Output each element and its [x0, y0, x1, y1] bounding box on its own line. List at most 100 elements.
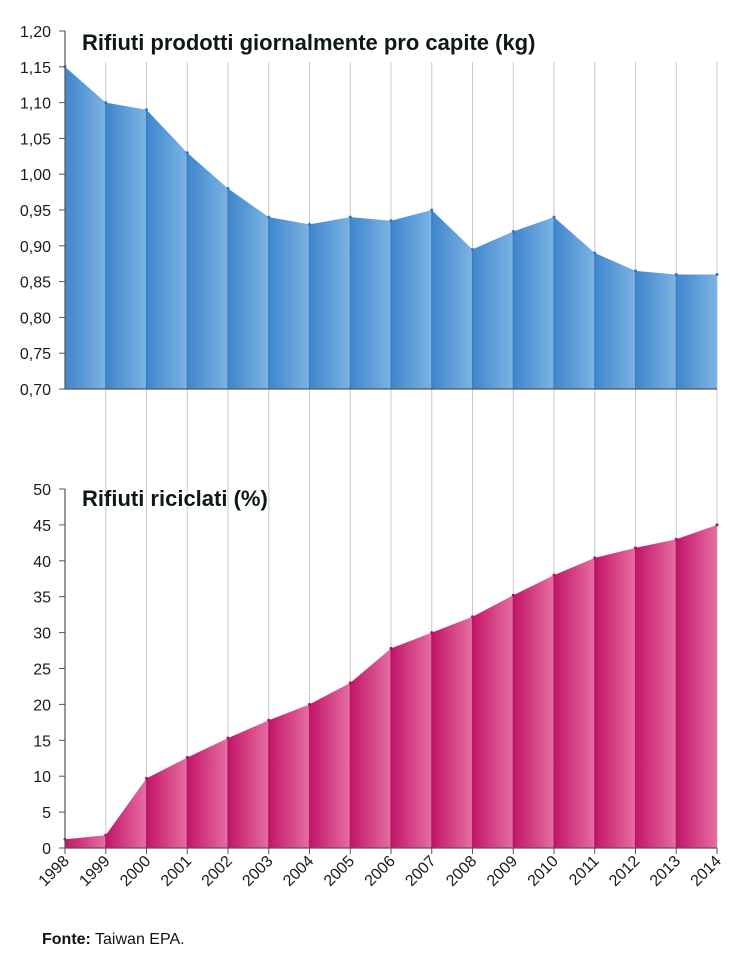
chart2-y-tick-label: 5: [42, 805, 51, 822]
x-tick-label-2002: 2002: [199, 853, 236, 890]
chart2-point-2010: [552, 573, 556, 577]
chart2-point-2006: [389, 646, 393, 650]
chart1-y-tick-label: 0,70: [20, 382, 51, 399]
chart1-area-segment-2013: [676, 274, 717, 389]
x-tick-label-2013: 2013: [647, 853, 684, 890]
chart1-point-2002: [226, 187, 230, 191]
chart1-point-1999: [104, 101, 108, 105]
chart1-area-segment-2003: [268, 217, 310, 389]
chart1-point-2014: [715, 272, 719, 276]
chart1-area-segment-2012: [635, 270, 677, 389]
chart2-point-2014: [715, 523, 719, 527]
chart2-y-tick-label: 35: [33, 590, 51, 607]
chart2-point-2005: [348, 681, 352, 685]
chart1-point-2006: [389, 219, 393, 223]
x-tick-label-2004: 2004: [280, 853, 317, 890]
chart1-point-2009: [511, 229, 515, 233]
chart2-area-segment-2009: [513, 575, 554, 848]
chart2-area-segment-2011: [594, 547, 636, 848]
chart2-y-tick-label: 10: [33, 769, 51, 786]
chart1-point-2004: [308, 222, 311, 226]
x-tick-label-2009: 2009: [484, 853, 521, 890]
chart2-point-2011: [593, 556, 597, 560]
x-tick-label-2007: 2007: [402, 853, 439, 890]
x-tick-label-2001: 2001: [158, 853, 195, 890]
chart1-y-tick-label: 1,20: [20, 24, 51, 41]
x-tick-label-2008: 2008: [443, 853, 480, 890]
chart1-area-segment-1999: [105, 102, 147, 389]
chart1-point-2005: [348, 215, 352, 219]
chart2-area-segment-1998: [65, 835, 106, 848]
chart1-area-segment-2007: [431, 210, 473, 389]
chart2-area-segment-1999: [105, 778, 147, 848]
chart2-area-segment-2006: [391, 632, 432, 848]
chart1-area-segment-1998: [65, 66, 106, 390]
chart1-y-tick-label: 1,05: [20, 131, 51, 148]
chart1-y-tick-label: 1,00: [20, 167, 51, 184]
chart2-y-tick-label: 30: [33, 626, 51, 643]
chart2-area-segment-2010: [554, 557, 595, 848]
chart1-area-segment-2005: [350, 217, 391, 389]
chart1-area-segment-2009: [513, 217, 554, 389]
chart2-y-tick-label: 15: [33, 733, 51, 750]
x-tick-label-2012: 2012: [606, 853, 643, 890]
x-tick-label-2014: 2014: [688, 853, 725, 890]
chart2-y-tick-label: 50: [33, 482, 51, 499]
chart2-area-segment-2000: [146, 757, 188, 848]
chart1-point-2011: [593, 251, 597, 255]
chart2-point-2008: [471, 615, 474, 619]
chart2-y-tick-label: 25: [33, 662, 51, 679]
chart1-y-tick-label: 0,75: [20, 346, 51, 363]
chart2-y-tick-label: 20: [33, 697, 51, 714]
chart1-area-segment-2011: [594, 252, 636, 389]
chart-waste-per-capita: 0,70 0,75 0,80 0,85 0,90 0,95 1,00 1,05 1,10 1,15…: [20, 24, 719, 399]
x-tick-label-1998: 1998: [36, 853, 73, 890]
chart2-point-2001: [185, 756, 189, 760]
chart2-area-segment-2008: [472, 595, 514, 848]
chart1-title: Rifiuti prodotti giornalmente pro capite…: [82, 30, 535, 55]
source-label: Fonte:: [42, 931, 91, 948]
chart2-point-2000: [145, 776, 148, 780]
chart1-point-2013: [674, 272, 678, 276]
chart1-area-segment-2004: [309, 217, 351, 389]
chart2-y-tick-label: 45: [33, 518, 51, 535]
chart2-area-segment-2013: [676, 524, 717, 848]
chart2-y-tick-label: 40: [33, 554, 51, 571]
chart2-point-2009: [511, 593, 515, 597]
chart1-point-2000: [145, 108, 148, 112]
chart2-y-tick-label: 0: [42, 841, 51, 858]
chart1-point-2010: [552, 215, 556, 219]
chart2-area-segment-2003: [268, 704, 310, 848]
source-text: Taiwan EPA.: [95, 931, 185, 948]
chart2-point-2012: [634, 546, 637, 550]
chart1-y-tick-label: 0,90: [20, 239, 51, 256]
x-tick-label-2000: 2000: [117, 853, 154, 890]
chart1-y-tick-label: 1,10: [20, 96, 51, 113]
chart1-point-2003: [267, 215, 271, 219]
x-tick-label-2003: 2003: [239, 853, 276, 890]
chart2-area-segment-2007: [431, 616, 473, 848]
chart1-point-2008: [471, 247, 474, 251]
chart1-point-2012: [634, 269, 637, 273]
chart2-point-2004: [308, 702, 311, 706]
chart1-y-tick-label: 0,80: [20, 310, 51, 327]
chart2-point-2007: [430, 631, 434, 635]
chart1-area-segment-2000: [146, 109, 188, 389]
chart2-area-segment-2001: [187, 738, 228, 848]
source-note: Fonte: Taiwan EPA.: [42, 931, 185, 949]
chart2-point-2013: [674, 537, 678, 541]
chart2-area-segment-2012: [635, 539, 677, 848]
x-tick-label-2005: 2005: [321, 853, 358, 890]
chart2-point-2003: [267, 718, 271, 722]
chart1-area-segment-2006: [391, 210, 432, 389]
chart2-title: Rifiuti riciclati (%): [82, 486, 268, 511]
chart1-y-tick-label: 0,95: [20, 203, 51, 220]
x-tick-label-2006: 2006: [362, 853, 399, 890]
chart1-area-segment-2002: [228, 188, 269, 389]
chart1-area-segment-2001: [187, 152, 228, 389]
x-tick-label-1999: 1999: [76, 853, 113, 890]
chart1-y-tick-label: 0,85: [20, 275, 51, 292]
chart2-area-segment-2002: [228, 720, 269, 848]
x-tick-label-2011: 2011: [566, 853, 602, 889]
